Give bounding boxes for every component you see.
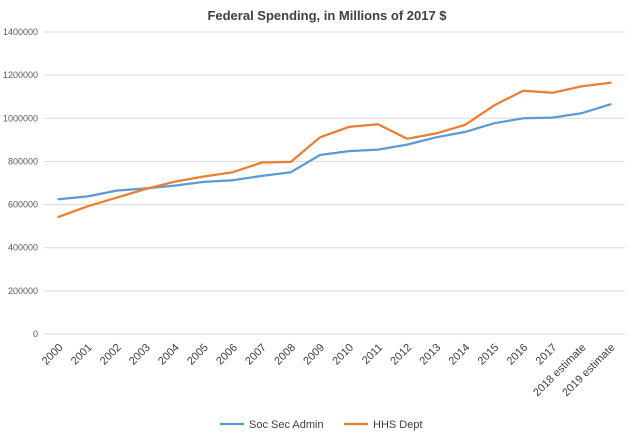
legend-label: HHS Dept <box>373 419 423 431</box>
x-tick-label: 2007 <box>243 342 269 368</box>
x-tick-label: 2005 <box>185 342 211 368</box>
y-tick-label: 1000000 <box>3 113 38 123</box>
x-tick-label: 2010 <box>330 342 356 368</box>
y-tick-label: 400000 <box>8 243 38 253</box>
x-tick-label: 2008 <box>272 342 298 368</box>
legend-label: Soc Sec Admin <box>249 419 324 431</box>
series-line-1 <box>57 81 612 219</box>
x-tick-label: 2003 <box>127 342 153 368</box>
legend: Soc Sec Admin HHS Dept <box>220 419 423 431</box>
x-tick-label: 2011 <box>360 342 385 367</box>
y-tick-label: 1400000 <box>3 27 38 37</box>
x-axis-ticks: 2000 2001 2002 2003 2004 2005 2006 2007 2008 2009… <box>40 342 618 399</box>
y-tick-label: 0 <box>33 329 38 339</box>
x-tick-label: 2002 <box>98 342 124 368</box>
y-tick-label: 600000 <box>8 200 38 210</box>
gridlines <box>44 31 625 292</box>
x-tick-label: 2013 <box>417 342 443 368</box>
x-tick-label: 2017 <box>534 342 560 368</box>
x-tick-label: 2019 estimate <box>560 342 617 399</box>
y-axis-ticks: 0 200000 400000 600000 800000 1000000 1200000 1… <box>3 27 38 339</box>
x-tick-label: 2012 <box>388 342 414 368</box>
x-tick-label: 2004 <box>156 342 182 368</box>
x-tick-label: 2015 <box>476 342 502 368</box>
y-tick-label: 800000 <box>8 156 38 166</box>
series-lines <box>57 81 612 219</box>
chart-title: Federal Spending, in Millions of 2017 $ <box>207 8 447 23</box>
x-tick-label: 2016 <box>505 342 531 368</box>
x-tick-label: 2001 <box>69 342 95 368</box>
x-tick-label: 2009 <box>301 342 327 368</box>
x-tick-label: 2014 <box>447 342 473 368</box>
x-tick-label: 2006 <box>214 342 240 368</box>
x-tick-label: 2000 <box>40 342 66 368</box>
y-tick-label: 200000 <box>8 286 38 296</box>
y-tick-label: 1200000 <box>3 70 38 80</box>
